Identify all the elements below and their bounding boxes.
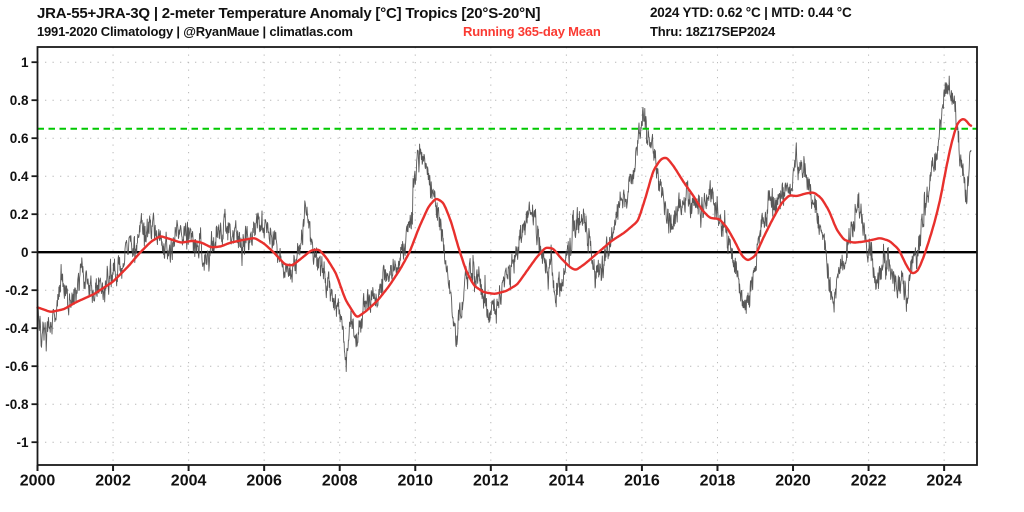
y-tick-label: 0.6 [10,131,29,146]
tick-label-layer: 1 0.8 0.6 0.4 0.2 0 -0.2 -0.4 -0.6 -0.8 -1 2000 2002… [5,55,962,490]
y-tick-label: 1 [21,55,29,70]
x-tick-label: 2008 [322,473,358,490]
y-tick-label: -0.8 [5,397,29,412]
y-tick-label: -1 [16,435,28,450]
y-tick-label: 0.8 [10,93,29,108]
x-tick-label: 2004 [171,473,207,490]
plot-border [36,46,978,466]
chart-title: JRA-55+JRA-3Q | 2-meter Temperature Anom… [37,5,541,22]
y-tick-label: 0.2 [10,207,29,222]
x-tick-label: 2012 [473,473,509,490]
axes-layer [31,46,978,471]
x-tick-label: 2016 [624,473,660,490]
chart-subtitle: 1991-2020 Climatology | @RyanMaue | clim… [37,24,353,39]
x-tick-label: 2018 [700,473,736,490]
x-tick-label: 2024 [926,473,962,490]
y-tick-label: -0.2 [5,283,28,298]
grid-layer [37,47,977,465]
y-tick-label: 0.4 [10,169,29,184]
x-tick-label: 2010 [397,473,433,490]
x-tick-label: 2002 [95,473,131,490]
daily-anomaly-line [37,75,972,372]
x-tick-label: 2020 [775,473,811,490]
y-tick-label: -0.4 [5,321,29,336]
running-mean-layer [36,117,973,318]
x-tick-label: 2022 [851,473,887,490]
x-tick-label: 2000 [20,473,56,490]
y-tick-label: -0.6 [5,359,29,374]
ytd-mtd-stats: 2024 YTD: 0.62 °C | MTD: 0.44 °C [650,5,852,20]
daily-anomaly-layer [37,75,972,372]
y-tick-label: 0 [21,245,29,260]
running-mean-legend: Running 365-day Mean [463,24,601,39]
x-tick-label: 2014 [549,473,585,490]
x-tick-label: 2006 [246,473,282,490]
data-thru-date: Thru: 18Z17SEP2024 [650,24,776,39]
running-mean-line [36,117,973,318]
